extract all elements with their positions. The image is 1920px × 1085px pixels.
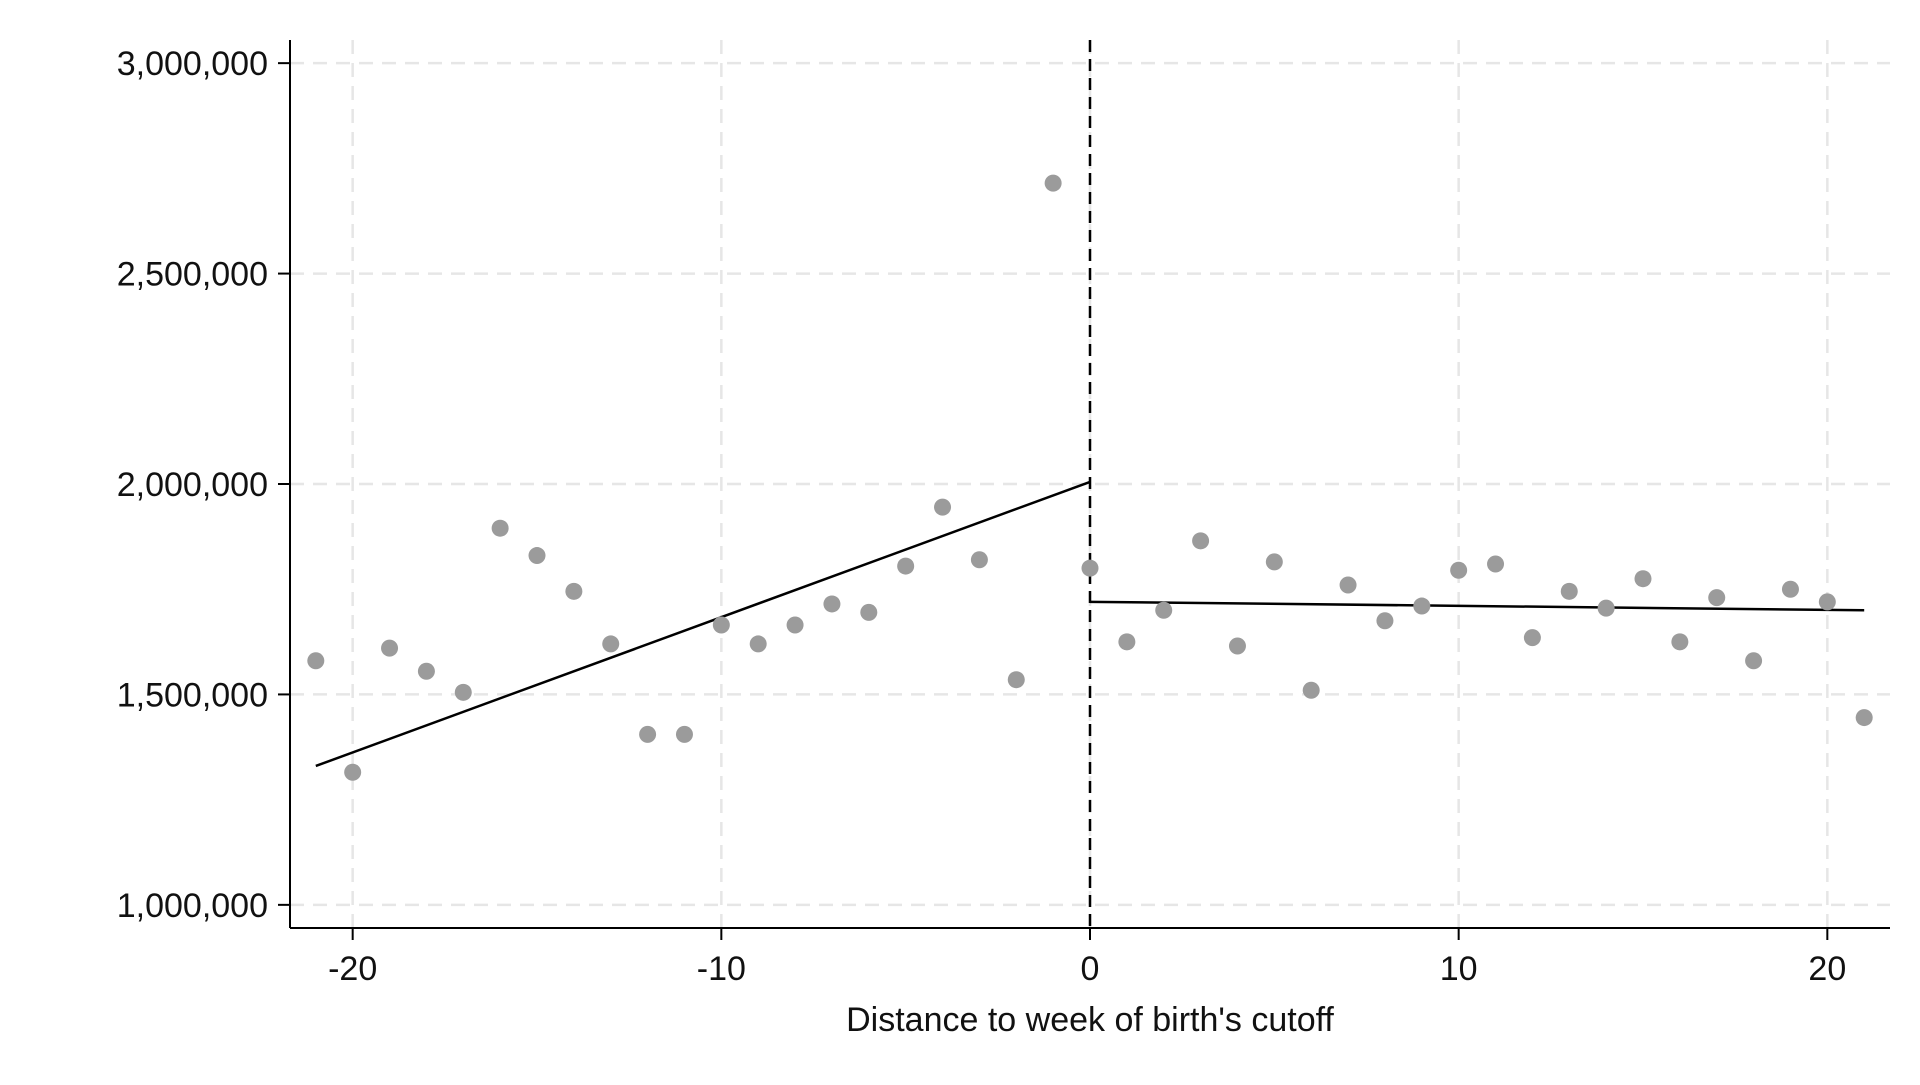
scatter-point: [1523, 629, 1541, 647]
scatter-point: [970, 551, 988, 569]
scatter-point: [491, 519, 509, 537]
x-tick-label: 0: [1081, 950, 1100, 988]
scatter-point: [786, 616, 804, 634]
scatter-point: [1192, 532, 1210, 550]
scatter-point: [1450, 561, 1468, 579]
y-tick-label: 1,500,000: [117, 676, 268, 714]
scatter-point: [860, 603, 878, 621]
scatter-point: [565, 582, 583, 600]
scatter-point: [602, 635, 620, 653]
scatter-point: [307, 652, 325, 670]
scatter-point: [1081, 559, 1099, 577]
grid-layer: [290, 40, 1890, 928]
point-layer: [307, 174, 1873, 781]
scatter-point: [417, 662, 435, 680]
scatter-point: [1818, 593, 1836, 611]
scatter-point: [1634, 570, 1652, 588]
scatter-point: [1155, 601, 1173, 619]
scatter-point: [1007, 671, 1025, 689]
x-tick-label: 10: [1440, 950, 1478, 988]
scatter-point: [1265, 553, 1283, 571]
scatter-point: [897, 557, 915, 575]
fit-line-layer: [315, 40, 1865, 928]
x-tick-label: 20: [1808, 950, 1846, 988]
scatter-point: [1487, 555, 1505, 573]
x-tick-label: -20: [328, 950, 377, 988]
scatter-point: [1228, 637, 1246, 655]
y-tick-label: 2,000,000: [117, 466, 268, 504]
scatter-point: [1708, 589, 1726, 607]
scatter-point: [749, 635, 767, 653]
x-tick-label: -10: [697, 950, 746, 988]
y-tick-label: 1,000,000: [117, 887, 268, 925]
scatter-point: [1376, 612, 1394, 630]
scatter-point: [1118, 633, 1136, 651]
scatter-point: [712, 616, 730, 634]
scatter-point: [823, 595, 841, 613]
fit-line-left: [315, 480, 1091, 768]
scatter-point: [1044, 174, 1062, 192]
scatter-point: [528, 547, 546, 565]
scatter-point: [344, 763, 362, 781]
scatter-point: [1597, 599, 1615, 617]
scatter-point: [381, 639, 399, 657]
scatter-point: [1339, 576, 1357, 594]
scatter-point: [675, 725, 693, 743]
scatter-point: [1413, 597, 1431, 615]
scatter-point: [1671, 633, 1689, 651]
y-tick-label: 3,000,000: [117, 45, 268, 83]
scatter-point: [1302, 681, 1320, 699]
scatter-point: [639, 725, 657, 743]
fit-line-right: [1089, 600, 1865, 612]
scatter-point: [454, 683, 472, 701]
x-axis-title: Distance to week of birth's cutoff: [846, 1001, 1334, 1039]
scatter-point: [1745, 652, 1763, 670]
scatter-point: [1781, 580, 1799, 598]
scatter-point: [934, 498, 952, 516]
scatter-point: [1855, 709, 1873, 727]
axis-layer: 1,000,000 1,500,000 2,000,000 2,500,000 3,00…: [117, 40, 1890, 988]
scatter-point: [1560, 582, 1578, 600]
y-tick-label: 2,500,000: [117, 256, 268, 294]
